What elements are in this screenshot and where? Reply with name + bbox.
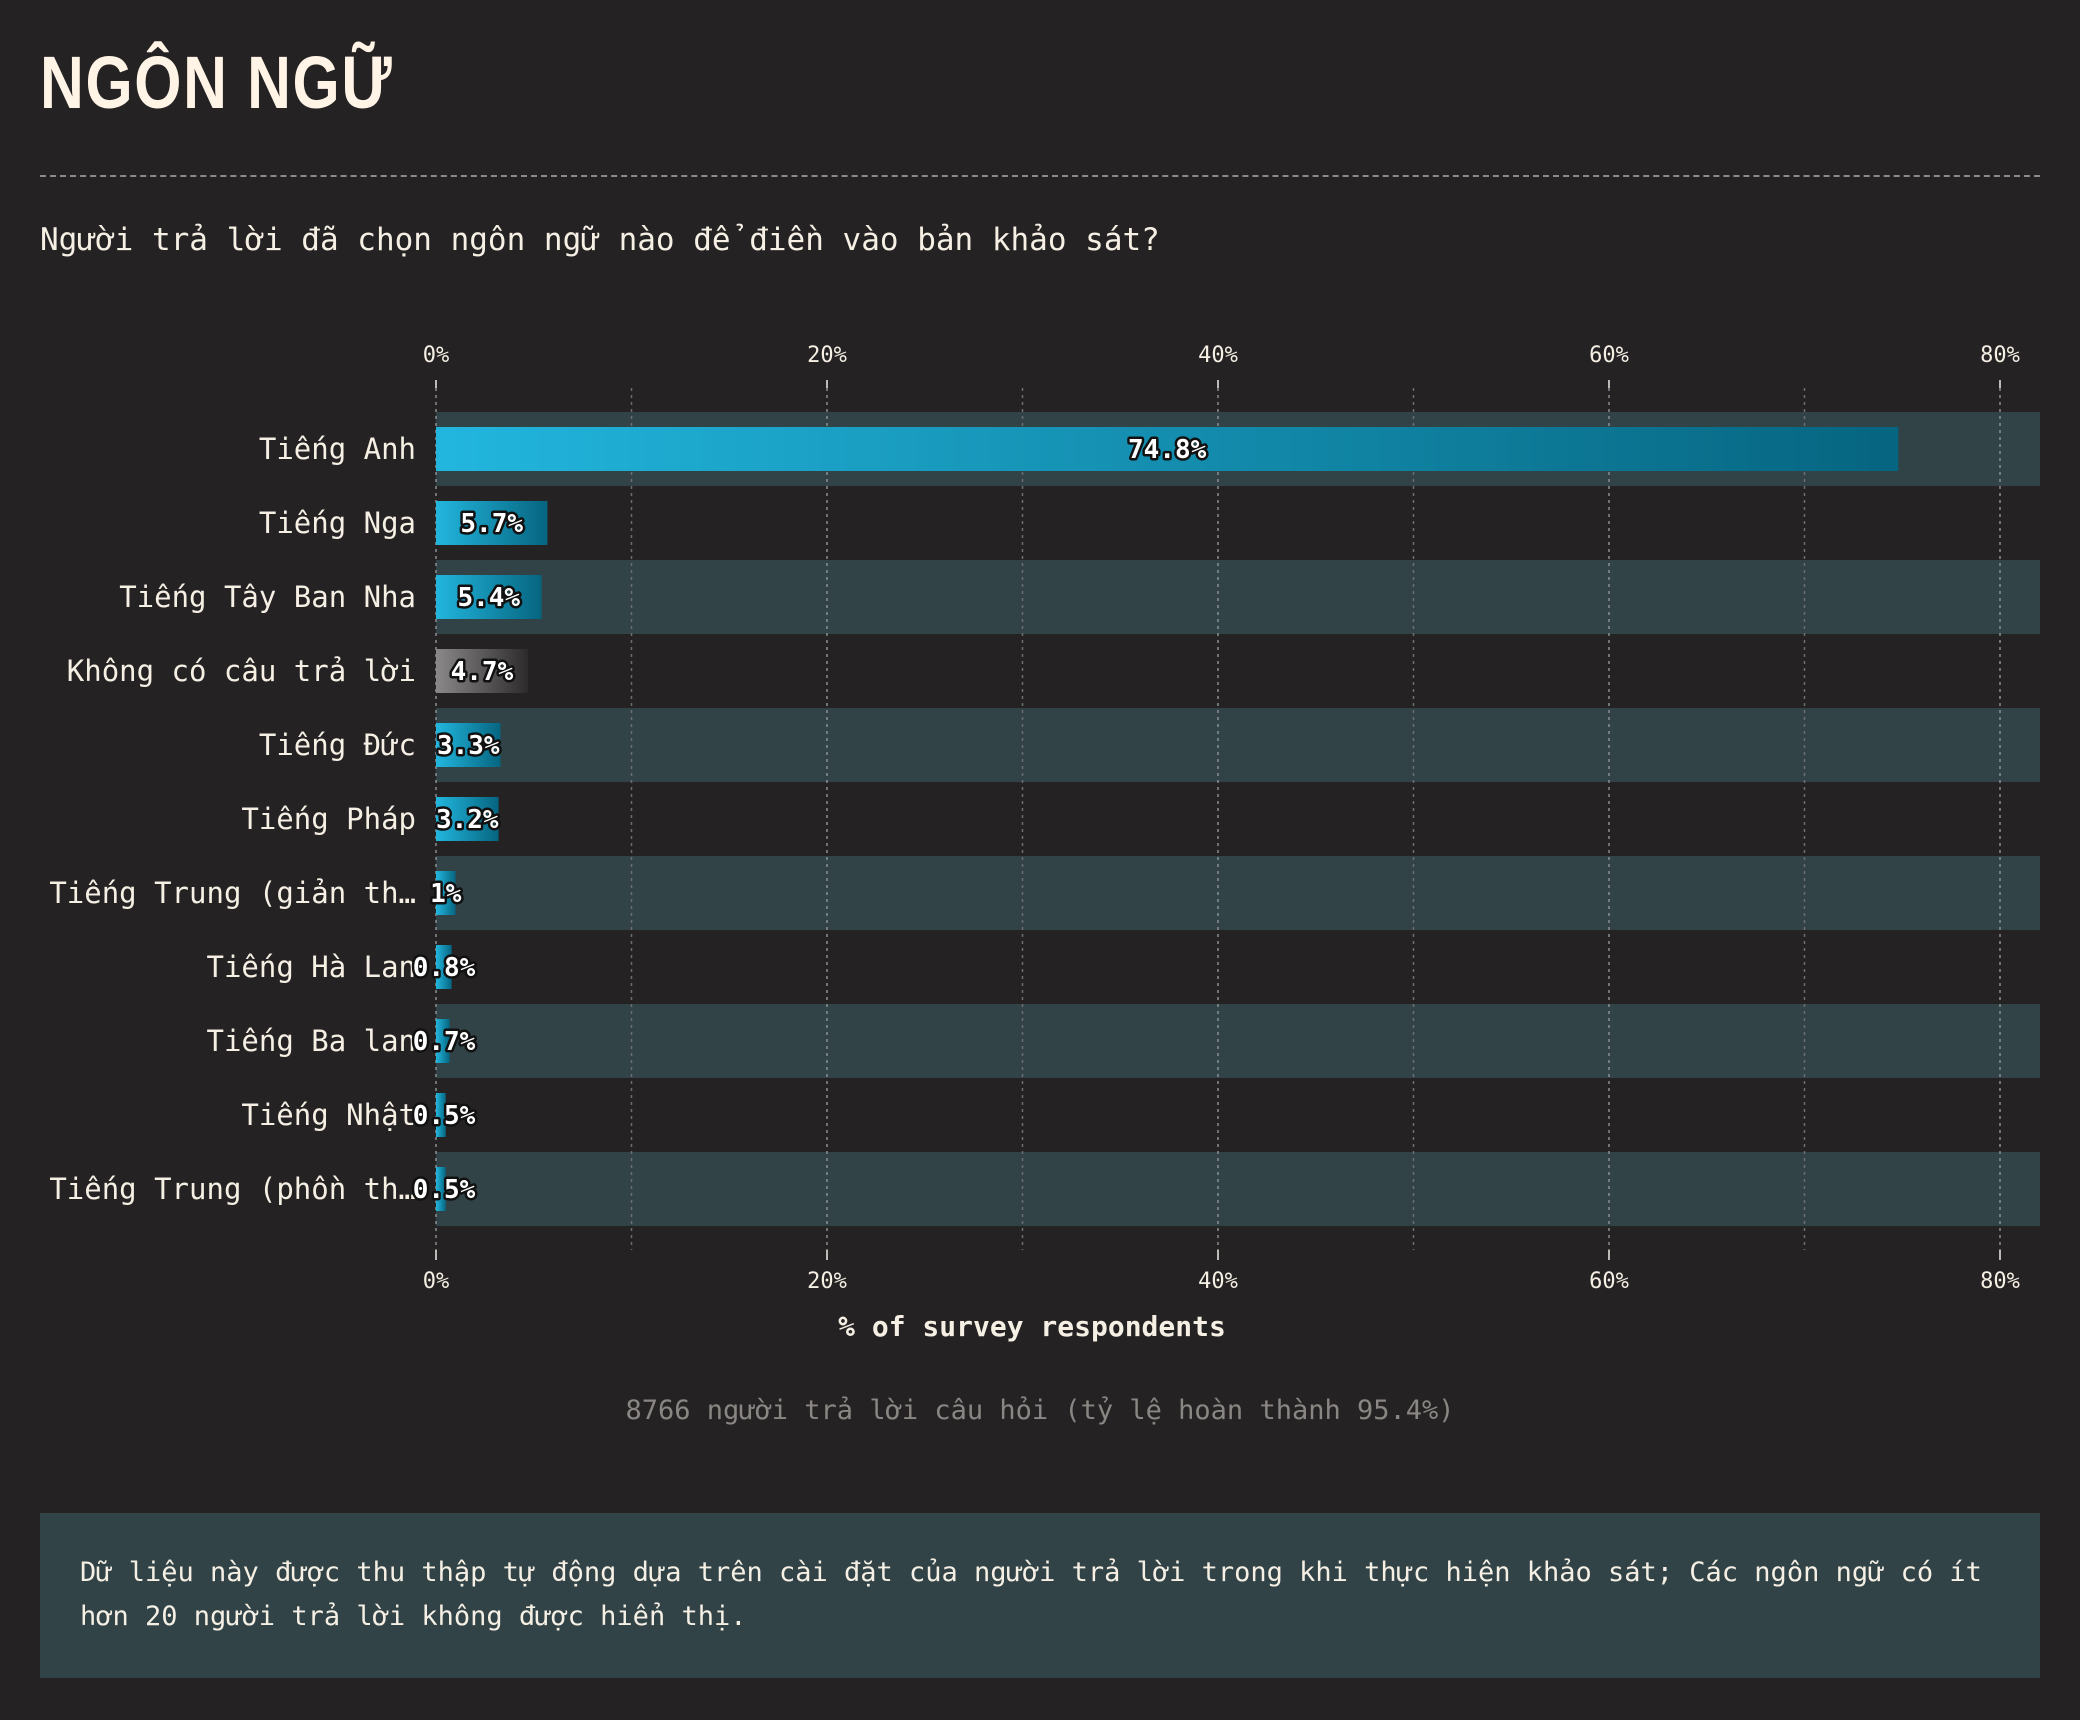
row-band [436, 708, 2040, 782]
category-label: Tiếng Trung (phồn th… [49, 1172, 416, 1206]
bar-value-label: 0.5% [413, 1101, 476, 1131]
bar [436, 427, 1899, 471]
data-note: Dữ liệu này được thu thập tự động dựa tr… [40, 1513, 2040, 1678]
bar [436, 871, 456, 915]
top-tick-label: 80% [1980, 343, 2020, 368]
category-label: Tiếng Pháp [241, 802, 416, 836]
category-label: Tiếng Nga [259, 506, 416, 540]
top-tick-label: 40% [1198, 343, 1238, 368]
category-label: Tiếng Tây Ban Nha [119, 580, 416, 614]
bar [436, 1167, 446, 1211]
bar-value-label: 74.8% [1128, 435, 1207, 465]
bottom-tick-label: 80% [1980, 1269, 2020, 1294]
bar-value-label: 5.7% [460, 509, 523, 539]
row-band [436, 856, 2040, 930]
bar-value-label: 3.2% [436, 805, 499, 835]
chart-question: Người trả lời đã chọn ngôn ngữ nào để đi… [40, 222, 1160, 258]
category-label: Tiếng Ba lan [206, 1024, 416, 1058]
divider [40, 175, 2040, 177]
page-title: NGÔN NGỮ [40, 41, 394, 124]
bar [436, 649, 528, 693]
x-axis-title: % of survey respondents [838, 1310, 1226, 1343]
category-label: Tiếng Trung (giản th… [49, 876, 416, 910]
top-tick-label: 20% [807, 343, 847, 368]
bar-value-label: 1% [430, 879, 462, 909]
bar-chart: 0% 0% 20% 20% 40% 40% 60% 60% 80% 80% Tiếng Anh 74.… [49, 343, 2040, 1343]
bar [436, 1093, 446, 1137]
bar-value-label: 0.8% [413, 953, 476, 983]
bar-value-label: 0.5% [413, 1175, 476, 1205]
bar [436, 723, 501, 767]
bar [436, 945, 452, 989]
bottom-tick-label: 20% [807, 1269, 847, 1294]
bar [436, 501, 548, 545]
category-label: Tiếng Nhật [241, 1098, 416, 1132]
respondent-count: 8766 người trả lời câu hỏi (tỷ lệ hoàn t… [625, 1395, 1455, 1426]
row-band [436, 1004, 2040, 1078]
bar [436, 797, 499, 841]
bar-value-label: 4.7% [451, 657, 514, 687]
category-label: Tiếng Anh [259, 432, 416, 466]
top-tick-label: 60% [1589, 343, 1629, 368]
category-label: Không có câu trả lời [67, 654, 416, 688]
category-label: Tiếng Đức [259, 728, 416, 762]
bar-value-label: 3.3% [437, 731, 500, 761]
bar [436, 575, 542, 619]
bottom-tick-label: 60% [1589, 1269, 1629, 1294]
row-band [436, 1152, 2040, 1226]
bar [436, 1019, 450, 1063]
bar-value-label: 5.4% [457, 583, 520, 613]
bar-value-label: 0.7% [413, 1027, 476, 1057]
row-band [436, 560, 2040, 634]
category-label: Tiếng Hà Lan [206, 950, 416, 984]
top-tick-label: 0% [423, 343, 450, 368]
bottom-tick-label: 40% [1198, 1269, 1238, 1294]
bottom-tick-label: 0% [423, 1269, 450, 1294]
